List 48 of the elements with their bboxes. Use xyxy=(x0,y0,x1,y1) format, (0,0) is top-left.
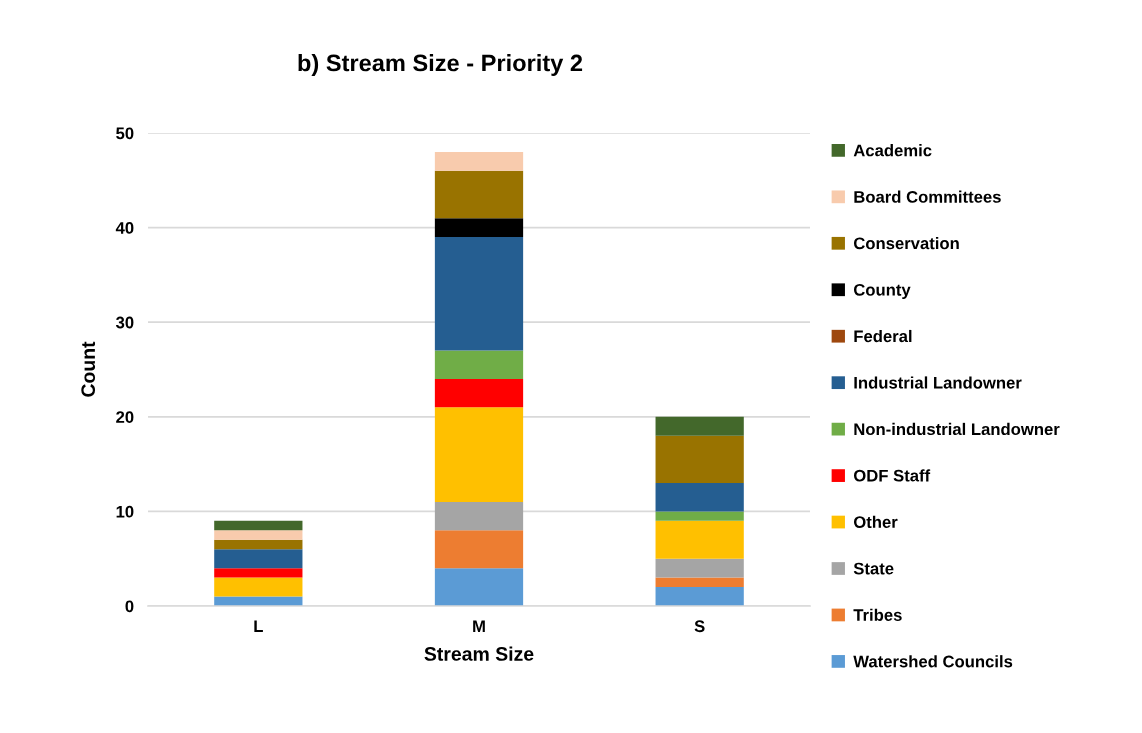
bar xyxy=(214,539,303,550)
bar xyxy=(655,435,744,484)
x-tick-label: M xyxy=(473,620,485,632)
y-tick-label: 20 xyxy=(116,411,134,423)
y-tick-label: 10 xyxy=(116,505,134,518)
legend-label: Other xyxy=(853,515,898,528)
bar xyxy=(214,549,303,569)
x-axis-title: Stream Size xyxy=(424,646,534,661)
legend-label: County xyxy=(853,283,911,300)
legend-label: Watershed Councils xyxy=(853,655,1013,668)
bar xyxy=(214,577,303,597)
bar xyxy=(655,558,744,578)
legend-label: Academic xyxy=(853,144,932,157)
bar xyxy=(434,407,524,502)
bar xyxy=(655,511,744,521)
bar xyxy=(655,483,744,512)
y-tick-label: 0 xyxy=(125,600,134,613)
legend-label: State xyxy=(853,562,894,575)
legend-label: ODF Staff xyxy=(853,469,931,482)
bar xyxy=(655,587,744,606)
x-tick-label: S xyxy=(694,620,705,633)
bar xyxy=(434,350,524,379)
y-axis-title: Count xyxy=(81,341,96,397)
bar xyxy=(655,416,744,436)
legend-label: Federal xyxy=(854,329,912,343)
bar xyxy=(434,530,524,569)
bar xyxy=(655,520,744,559)
chart-title: b) Stream Size - Priority 2 xyxy=(298,54,583,76)
bar xyxy=(214,520,303,531)
bar xyxy=(434,237,524,351)
y-tick-label: 40 xyxy=(115,222,134,234)
bar xyxy=(214,530,303,540)
bar xyxy=(214,568,303,578)
legend-label: Industrial Landowner xyxy=(854,376,1022,389)
bar xyxy=(434,151,524,171)
legend-label: Non-industrial Landowner xyxy=(854,422,1060,436)
legend-label: Conservation xyxy=(853,237,959,250)
bar xyxy=(434,170,524,219)
bar xyxy=(434,501,524,531)
legend-label: Tribes xyxy=(853,608,902,621)
bar xyxy=(655,577,744,588)
y-tick-label: 50 xyxy=(116,127,134,140)
y-tick-label: 30 xyxy=(115,316,134,329)
bar xyxy=(434,378,524,408)
x-tick-label: L xyxy=(254,620,263,632)
bar xyxy=(434,218,524,238)
legend-label: Board Committees xyxy=(854,190,1001,203)
bar xyxy=(434,568,524,606)
